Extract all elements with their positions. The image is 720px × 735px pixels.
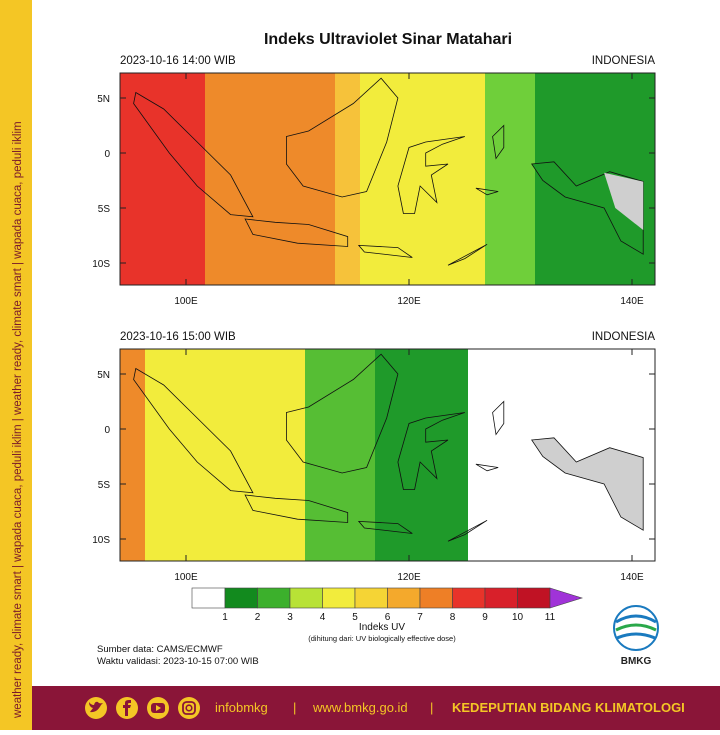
uv-band — [145, 349, 310, 561]
land-outline — [492, 124, 505, 160]
logo-text: BMKG — [621, 656, 652, 667]
land-outline — [357, 244, 413, 258]
land-outline — [447, 243, 488, 266]
map-frame — [119, 72, 656, 286]
panel-region: INDONESIA — [592, 331, 656, 343]
land-outline — [475, 187, 499, 196]
colorbar-segment — [517, 587, 551, 609]
side-text: weather ready, climate smart | wapada cu… — [12, 121, 24, 719]
panel-region: INDONESIA — [592, 55, 656, 67]
land-outline — [492, 400, 505, 436]
colorbar-note: (dihitung dari: UV biologically effectiv… — [308, 634, 456, 643]
lat-label: 0 — [104, 149, 110, 160]
uv-band — [205, 73, 345, 285]
bmkg-logo: BMKG — [613, 605, 659, 667]
panel-datetime: 2023-10-16 14:00 WIB — [120, 55, 236, 67]
uv-band — [305, 349, 380, 561]
colorbar-label: 11 — [545, 612, 556, 623]
lat-label: 5N — [97, 370, 110, 381]
land-outline — [285, 353, 399, 474]
land-outline — [133, 91, 254, 218]
land-outline — [447, 519, 488, 542]
colorbar-segment — [419, 587, 453, 609]
colorbar-label: 2 — [255, 612, 261, 623]
uv-band — [360, 73, 490, 285]
panel-datetime: 2023-10-16 15:00 WIB — [120, 331, 236, 343]
colorbar-segment — [191, 587, 226, 609]
map-panel: 2023-10-16 14:00 WIB INDONESIA 5N 0 5S 10S 100… — [92, 55, 656, 307]
colorbar-label: 3 — [287, 612, 293, 623]
lon-label: 120E — [397, 572, 421, 583]
map-field — [120, 73, 655, 285]
colorbar-label: 8 — [450, 612, 456, 623]
footer-website: www.bmkg.go.id — [312, 700, 408, 715]
map-field — [120, 349, 655, 561]
colorbar-label: 4 — [320, 612, 326, 623]
lon-label: 100E — [174, 296, 198, 307]
validity: Waktu validasi: 2023-10-15 07:00 WIB — [97, 656, 259, 667]
lat-label: 0 — [104, 425, 110, 436]
land-outline — [244, 494, 349, 523]
uv-band — [120, 349, 148, 561]
lat-label: 10S — [92, 259, 110, 270]
colorbar-label: 6 — [385, 612, 391, 623]
social-icons — [85, 697, 200, 719]
lon-label: 100E — [174, 572, 198, 583]
footer-department: KEDEPUTIAN BIDANG KLIMATOLOGI — [452, 700, 685, 715]
colorbar-segment — [322, 587, 356, 609]
colorbar-label: 9 — [482, 612, 488, 623]
title: Indeks Ultraviolet Sinar Matahari — [264, 31, 512, 48]
footer-separator: | — [293, 700, 296, 715]
side-strip — [0, 0, 32, 730]
land-outline — [244, 218, 349, 247]
footer-handle: infobmkg — [215, 700, 268, 715]
land-papua-gray — [604, 172, 644, 230]
colorbar-label: 1 — [222, 612, 228, 623]
colorbar-segment — [257, 587, 291, 609]
lat-label: 5S — [98, 480, 111, 491]
land-outline — [285, 77, 399, 198]
colorbar-label: 7 — [417, 612, 423, 623]
map-panel: 2023-10-16 15:00 WIB INDONESIA 5N 0 5S 10S 100… — [92, 331, 656, 583]
footer-separator: | — [430, 700, 433, 715]
lat-label: 5N — [97, 94, 110, 105]
colorbar-title: Indeks UV — [359, 622, 405, 633]
colorbar-segment — [289, 587, 323, 609]
lat-label: 5S — [98, 204, 111, 215]
colorbar-label: 5 — [352, 612, 358, 623]
land-papua — [530, 437, 644, 531]
lon-label: 120E — [397, 296, 421, 307]
colorbar-segment — [354, 587, 388, 609]
land-outline — [397, 136, 465, 214]
land-outline — [357, 520, 413, 534]
land-outline — [397, 412, 465, 490]
colorbar-segment — [224, 587, 258, 609]
lon-label: 140E — [620, 296, 644, 307]
uv-band — [375, 349, 470, 561]
source: Sumber data: CAMS/ECMWF — [97, 644, 223, 655]
lon-label: 140E — [620, 572, 644, 583]
colorbar-segment — [387, 587, 421, 609]
lat-label: 10S — [92, 535, 110, 546]
colorbar-label: 10 — [512, 612, 524, 623]
colorbar-arrow — [549, 587, 584, 609]
uv-band — [485, 73, 540, 285]
colorbar-segment — [452, 587, 486, 609]
land-outline — [133, 367, 254, 494]
colorbar-segment — [484, 587, 518, 609]
map-frame — [119, 348, 656, 562]
uv-band — [120, 73, 210, 285]
footer-band — [32, 686, 720, 730]
land-outline — [475, 463, 499, 472]
